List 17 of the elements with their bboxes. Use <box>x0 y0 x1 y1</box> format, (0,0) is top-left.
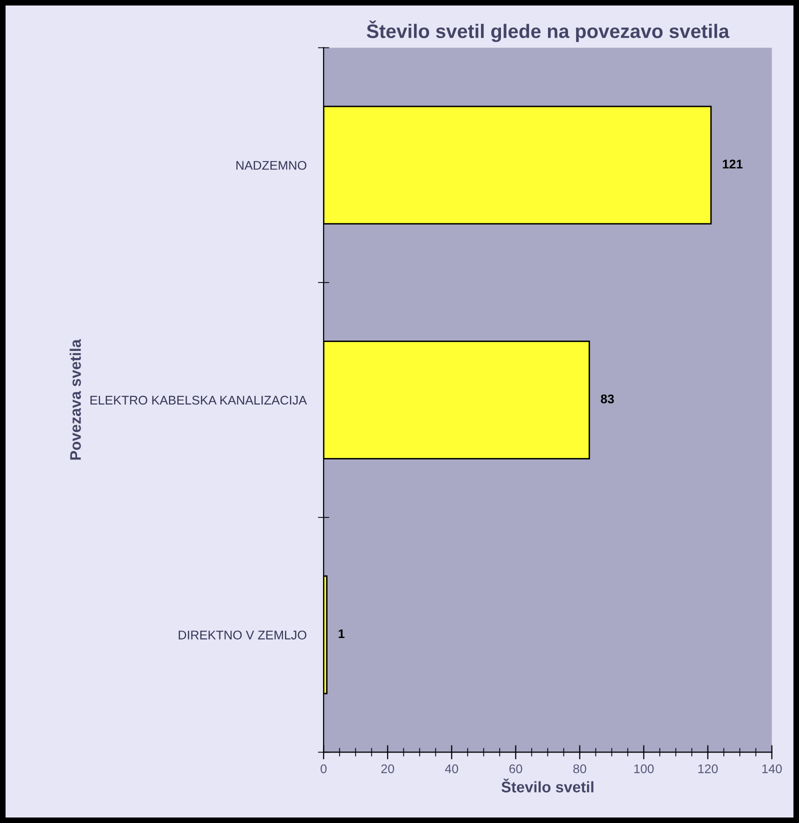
x-tick-label: 0 <box>320 764 327 774</box>
data-label: 121 <box>722 160 743 168</box>
x-tick-label: 140 <box>762 764 782 774</box>
x-tick-label: 100 <box>634 764 654 774</box>
y-tick-label: NADZEMNO <box>236 160 306 170</box>
chart-title: Število svetil glede na povezavo svetila <box>366 20 730 42</box>
x-tick-label: 40 <box>445 764 458 774</box>
x-tick-label: 20 <box>381 764 394 774</box>
x-tick-label: 60 <box>509 764 522 774</box>
y-axis-title: Povezava svetila <box>70 339 81 460</box>
x-tick-label: 80 <box>573 764 586 774</box>
y-tick-label: DIREKTNO V ZEMLJO <box>178 630 306 640</box>
x-axis-title: Število svetil <box>501 778 594 792</box>
x-tick-label: 120 <box>698 764 718 774</box>
y-tick-label: ELEKTRO KABELSKA KANALIZACIJA <box>90 396 307 405</box>
data-label: 1 <box>338 629 345 638</box>
data-label: 83 <box>600 394 614 404</box>
